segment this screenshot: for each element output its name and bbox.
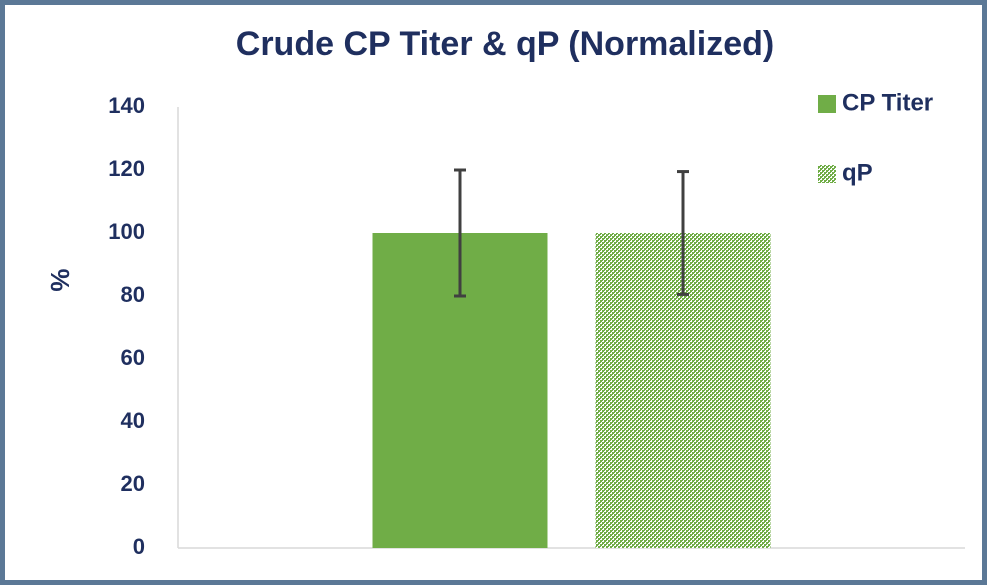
- y-tick-label: 0: [133, 534, 145, 559]
- legend-swatch: [818, 165, 836, 183]
- y-tick-label: 120: [108, 156, 145, 181]
- legend-swatch: [818, 95, 836, 113]
- y-tick-label: 60: [121, 345, 145, 370]
- y-tick-label: 100: [108, 219, 145, 244]
- legend-label: CP Titer: [842, 89, 933, 116]
- chart-title: Crude CP Titer & qP (Normalized): [236, 25, 774, 63]
- y-tick-label: 140: [108, 93, 145, 118]
- y-tick-label: 40: [121, 408, 145, 433]
- legend-label: qP: [842, 159, 873, 186]
- y-axis-label: %: [45, 268, 75, 291]
- y-tick-label: 80: [121, 282, 145, 307]
- y-tick-label: 20: [121, 471, 145, 496]
